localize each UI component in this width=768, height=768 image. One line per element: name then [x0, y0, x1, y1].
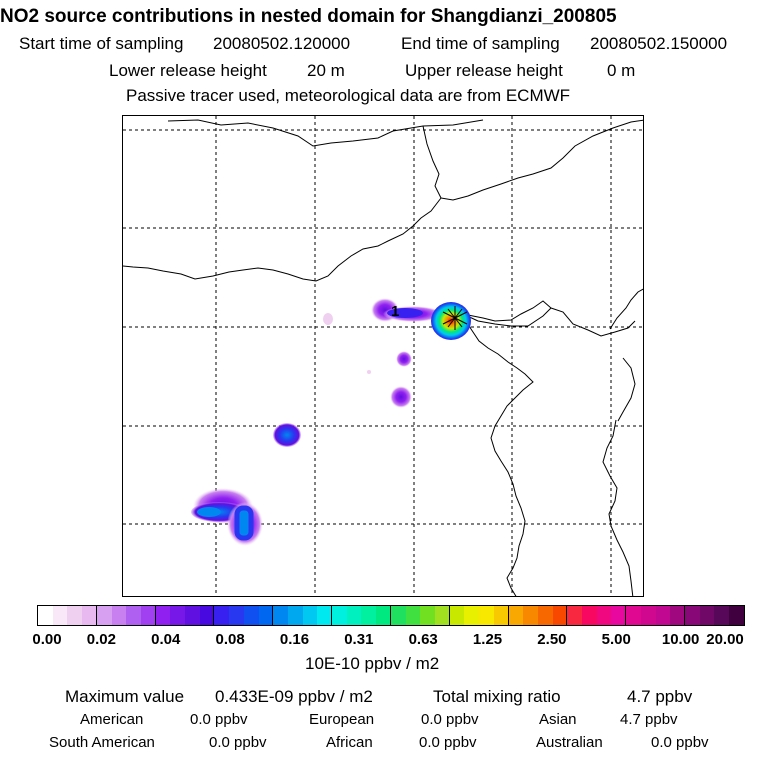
colorbar-swatch [52, 606, 68, 625]
start-time-label: Start time of sampling [19, 34, 184, 53]
colorbar-swatch [611, 606, 627, 625]
total-mixing-label: Total mixing ratio [433, 687, 561, 706]
colorbar-tick-label: 0.00 [32, 631, 62, 648]
colorbar-swatch [714, 606, 730, 625]
tracer-note: Passive tracer used, meteorological data… [126, 86, 571, 105]
colorbar-unit: 10E-10 ppbv / m2 [305, 654, 440, 673]
colorbar-swatch [170, 606, 186, 625]
colorbar-swatch [567, 606, 583, 625]
region-value: 4.7 ppbv [620, 711, 678, 728]
colorbar-tick-label: 0.63 [408, 631, 438, 648]
end-time-value: 20080502.150000 [590, 34, 728, 53]
colorbar-swatch [214, 606, 230, 625]
boundary-lines [123, 119, 643, 596]
max-value: 0.433E-09 ppbv / m2 [215, 687, 373, 706]
colorbar [37, 605, 745, 626]
colorbar-tick-label: 2.50 [537, 631, 567, 648]
colorbar-swatch [493, 606, 509, 625]
colorbar-swatch [434, 606, 450, 625]
upper-release-label: Upper release height [405, 61, 563, 80]
colorbar-swatch [479, 606, 494, 625]
colorbar-swatch [655, 606, 671, 625]
region-name: Asian [539, 711, 577, 728]
colorbar-swatch [640, 606, 656, 625]
region-name: Australian [536, 734, 603, 751]
region-name: African [326, 734, 373, 751]
colorbar-tick-label: 0.04 [151, 631, 181, 648]
region-value: 0.0 ppbv [419, 734, 477, 751]
star-marker-icon [442, 306, 468, 330]
grid-lines [123, 116, 643, 596]
colorbar-swatch [111, 606, 127, 625]
colorbar-swatch [317, 606, 333, 625]
colorbar-swatch [38, 606, 53, 625]
region-name: European [309, 711, 375, 728]
colorbar-swatch [552, 606, 568, 625]
colorbar-swatch [626, 606, 641, 625]
region-name: American [80, 711, 144, 728]
colorbar-tick-label: 10.00 [661, 631, 700, 648]
colorbar-swatch [361, 606, 377, 625]
colorbar-tick-label: 0.16 [279, 631, 310, 648]
colorbar-swatch [258, 606, 274, 625]
plot-title: NO2 source contributions in nested domai… [0, 6, 617, 27]
colorbar-swatch [376, 606, 391, 625]
max-value-label: Maximum value [65, 687, 185, 706]
colorbar-swatch [185, 606, 200, 625]
colorbar-swatch [596, 606, 612, 625]
colorbar-swatch [390, 606, 406, 625]
colorbar-swatch [699, 606, 715, 625]
colorbar-swatch [537, 606, 553, 625]
end-time-label: End time of sampling [401, 34, 560, 53]
colorbar-swatch [229, 606, 244, 625]
region-value: 0.0 ppbv [209, 734, 267, 751]
upper-release-value: 0 m [607, 61, 636, 80]
colorbar-swatch [420, 606, 435, 625]
colorbar-swatch [140, 606, 156, 625]
colorbar-swatch [332, 606, 347, 625]
colorbar-swatch [346, 606, 362, 625]
colorbar-swatch [96, 606, 112, 625]
start-time-value: 20080502.120000 [213, 34, 351, 53]
colorbar-swatch [670, 606, 685, 625]
colorbar-swatch [82, 606, 97, 625]
colorbar-swatch [273, 606, 288, 625]
region-value: 0.0 ppbv [190, 711, 248, 728]
colorbar-tick-label: 0.02 [86, 631, 116, 648]
colorbar-swatch [199, 606, 215, 625]
colorbar-swatch [508, 606, 524, 625]
colorbar-tick-label: 5.00 [601, 631, 631, 648]
colorbar-swatch [523, 606, 538, 625]
colorbar-tick-label: 0.08 [215, 631, 245, 648]
lower-release-label: Lower release height [109, 61, 267, 80]
colorbar-swatch [729, 606, 744, 625]
colorbar-swatch [464, 606, 480, 625]
region-name: South American [49, 734, 155, 751]
colorbar-swatch [243, 606, 259, 625]
colorbar-swatch [449, 606, 465, 625]
colorbar-swatch [405, 606, 421, 625]
colorbar-swatch [67, 606, 83, 625]
map-canvas: 1 [123, 116, 643, 596]
colorbar-swatch [302, 606, 318, 625]
lower-release-value: 20 m [307, 61, 345, 80]
colorbar-tick-label: 1.25 [472, 631, 503, 648]
colorbar-swatch [155, 606, 171, 625]
region-value: 0.0 ppbv [651, 734, 709, 751]
colorbar-swatch [287, 606, 303, 625]
concentration-field [191, 298, 471, 546]
colorbar-swatch [126, 606, 141, 625]
total-mixing-value: 4.7 ppbv [627, 687, 693, 706]
colorbar-tick-label: 0.31 [344, 631, 374, 648]
region-value: 0.0 ppbv [421, 711, 479, 728]
colorbar-swatch [684, 606, 700, 625]
release-number-label: 1 [391, 303, 399, 320]
colorbar-swatch [582, 606, 597, 625]
map-panel: 1 [122, 115, 644, 597]
colorbar-tick-label: 20.00 [706, 631, 744, 648]
